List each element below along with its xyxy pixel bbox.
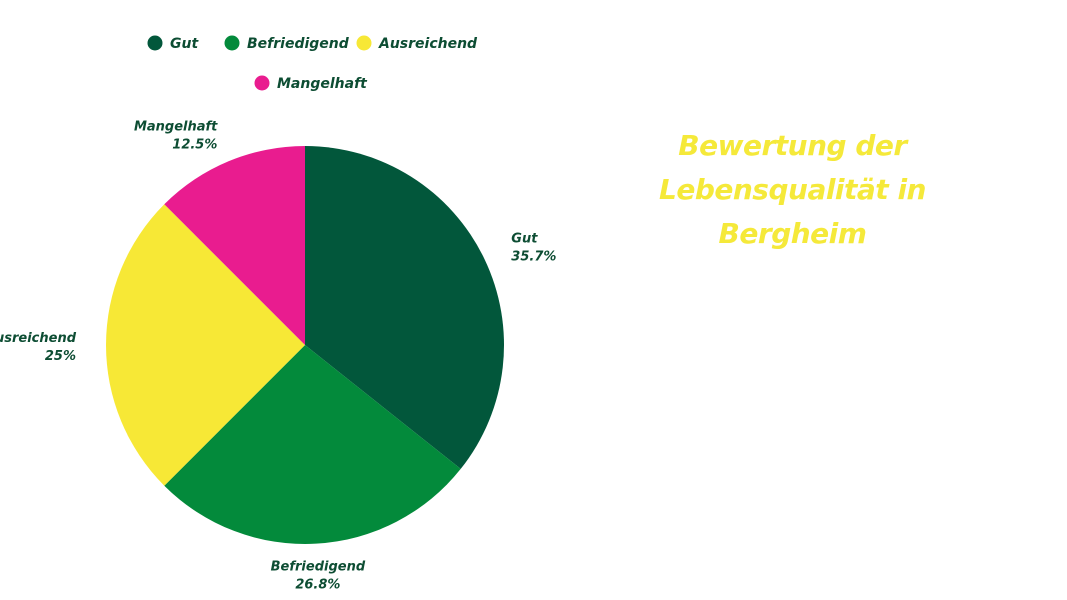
legend-label-mangelhaft: Mangelhaft: [277, 76, 368, 92]
slice-label-gut: Gut: [511, 232, 538, 247]
slice-value-gut: 35.7%: [511, 250, 556, 265]
legend-label-gut: Gut: [170, 36, 199, 52]
pie-slice-gut[interactable]: [305, 146, 505, 469]
slice-label-befriedigend: Befriedigend: [271, 560, 366, 575]
legend-swatch-ausreichend: [356, 35, 372, 51]
pie-slice-mangelhaft[interactable]: [164, 146, 305, 345]
pie-slice-befriedigend[interactable]: [164, 345, 461, 544]
legend-swatch-mangelhaft: [254, 75, 270, 91]
legend-label-ausreichend: Ausreichend: [378, 36, 478, 52]
legend-label-befriedigend: Befriedigend: [247, 36, 350, 52]
pie-slice-ausreichend[interactable]: [106, 204, 305, 486]
slice-label-ausreichend: Ausreichend: [0, 331, 77, 346]
slice-label-mangelhaft: Mangelhaft: [134, 119, 218, 134]
slice-labels: Gut 35.7% Befriedigend 26.8% Ausreichend 25% M…: [0, 119, 556, 592]
chart-legend: Gut Befriedigend Ausreichend Mangelhaft: [147, 35, 478, 92]
legend-swatch-gut: [147, 35, 163, 51]
slice-value-befriedigend: 26.8%: [295, 578, 340, 593]
slice-value-ausreichend: 25%: [45, 349, 76, 364]
slice-value-mangelhaft: 12.5%: [172, 137, 217, 152]
chart-title: Bewertung der Lebensqualität in Bergheim: [659, 129, 926, 250]
pie-slices: [106, 146, 505, 544]
legend-swatch-befriedigend: [224, 35, 240, 51]
